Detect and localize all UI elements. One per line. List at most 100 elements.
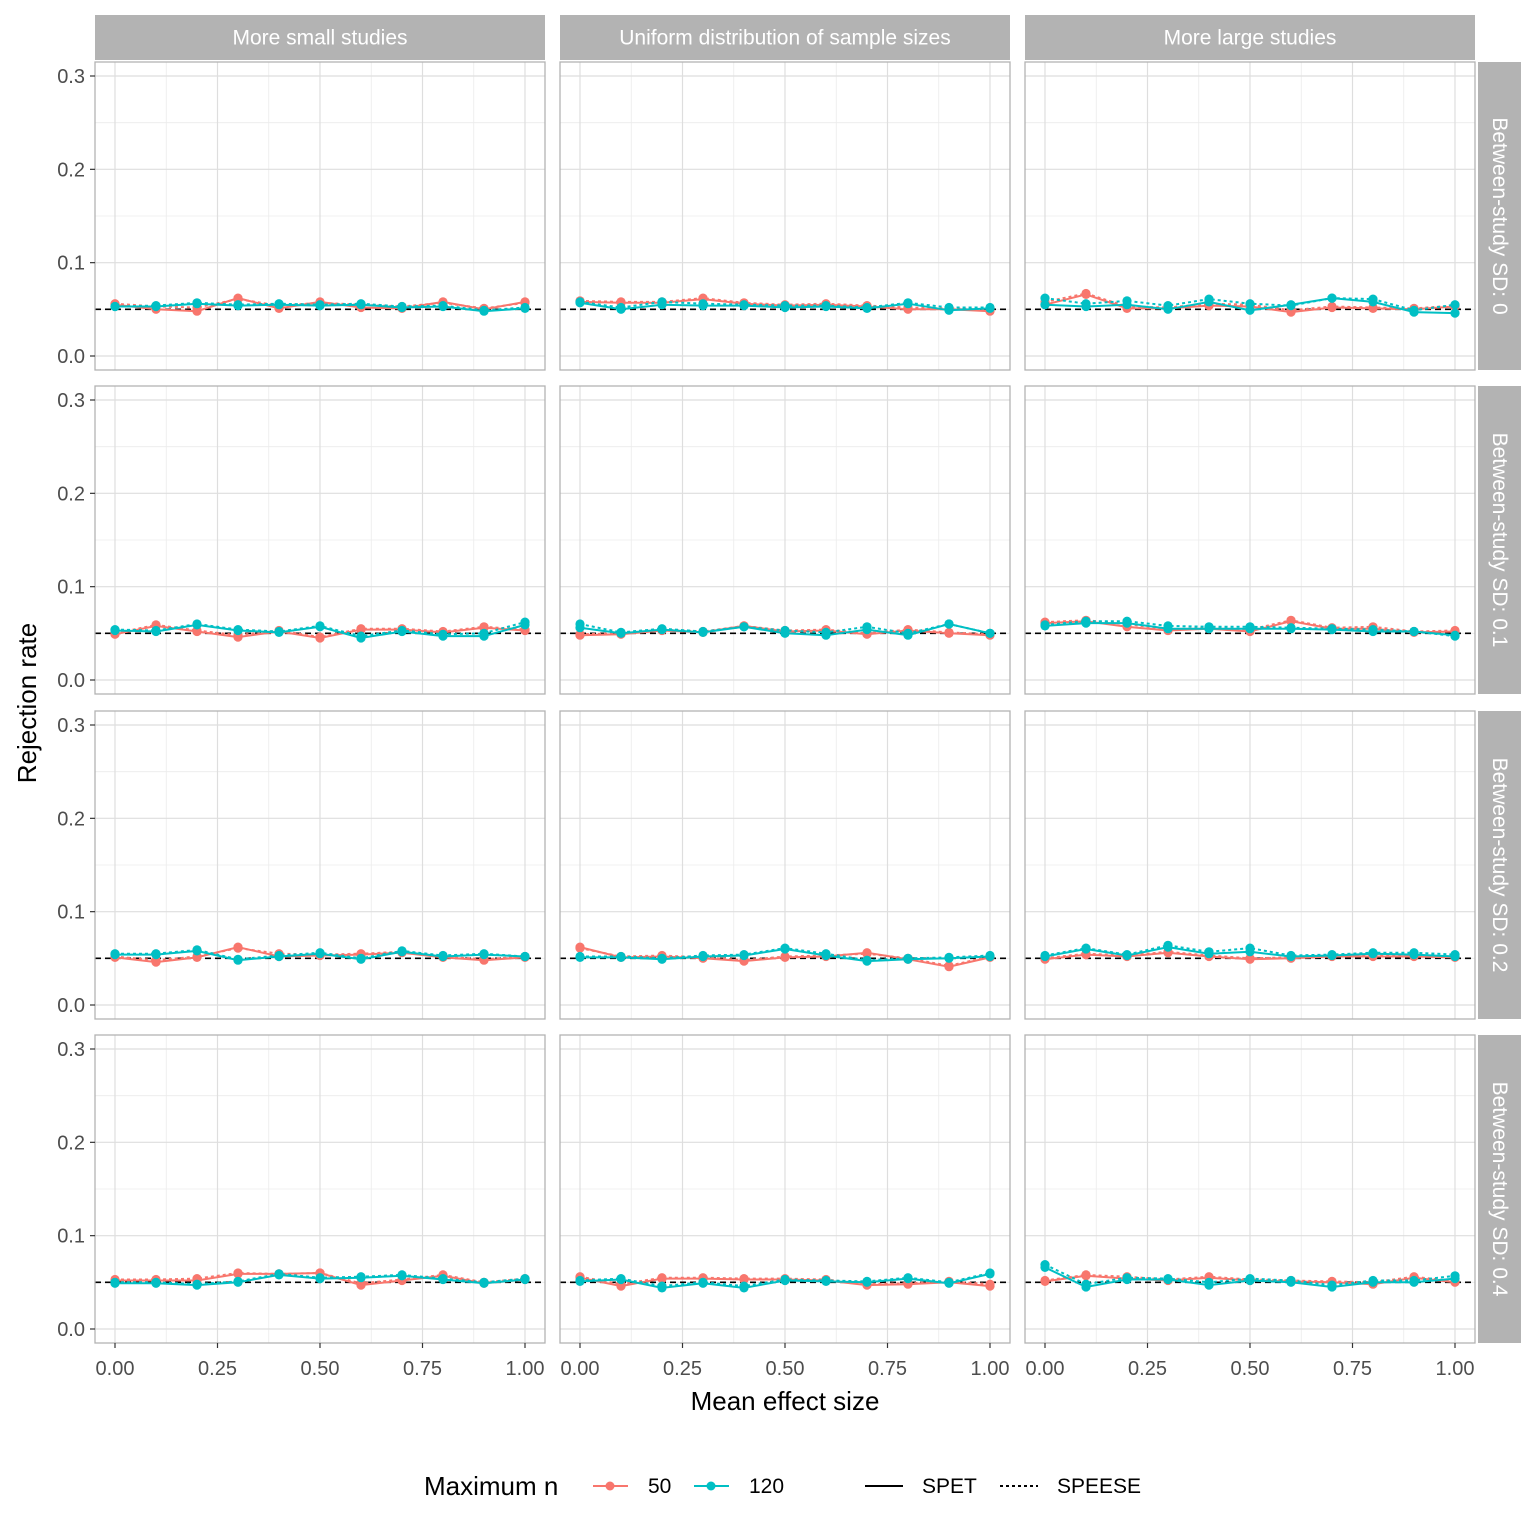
data-point-n50-speese bbox=[1327, 301, 1337, 312]
data-point-n120-speese bbox=[616, 951, 626, 962]
data-point-n120-speese bbox=[1245, 1274, 1255, 1284]
data-point-n120-speese bbox=[520, 617, 530, 627]
data-point-n120-speese bbox=[1040, 1260, 1050, 1270]
data-point-n120-speese bbox=[780, 301, 790, 311]
data-point-n120-speese bbox=[1040, 620, 1050, 630]
data-point-n120-speese bbox=[985, 1268, 995, 1278]
legend-label-speese: SPEESE bbox=[1057, 1475, 1141, 1498]
data-point-n120-speese bbox=[1204, 947, 1214, 957]
data-point-n120-speese bbox=[616, 302, 626, 313]
x-tick-label: 0.25 bbox=[1128, 1358, 1167, 1380]
data-point-n120-speese bbox=[1245, 299, 1255, 309]
data-point-n120-speese bbox=[397, 1270, 407, 1280]
facet-strips: More small studies Uniform distribution o… bbox=[95, 15, 1521, 1343]
x-tick-label: 0.00 bbox=[96, 1358, 135, 1380]
data-point-n120-speese bbox=[397, 625, 407, 636]
data-point-n120-speese bbox=[985, 950, 995, 961]
col-strip-bg bbox=[560, 15, 1010, 60]
data-point-n120-speese bbox=[356, 1272, 366, 1282]
legend-title: Maximum n bbox=[424, 1471, 558, 1501]
data-point-n120-speese bbox=[657, 1281, 667, 1291]
x-tick-label: 0.50 bbox=[1231, 1358, 1270, 1380]
data-point-n120-speese bbox=[821, 949, 831, 959]
x-tick-label: 0.00 bbox=[561, 1358, 600, 1380]
row-strip-bg bbox=[1478, 1035, 1521, 1343]
data-point-n120-speese bbox=[397, 946, 407, 956]
x-tick-label: 0.25 bbox=[663, 1358, 702, 1380]
col-strip-label: Uniform distribution of sample sizes bbox=[619, 27, 950, 50]
data-point-n120-speese bbox=[1368, 1275, 1378, 1286]
data-point-n50-speese bbox=[985, 1279, 995, 1289]
data-point-n120-speese bbox=[575, 1275, 585, 1286]
data-point-n50-speese bbox=[315, 632, 325, 642]
data-point-n120-speese bbox=[233, 954, 243, 964]
panels bbox=[94, 61, 1476, 1344]
panel-border bbox=[94, 710, 546, 1020]
legend-label-120: 120 bbox=[749, 1475, 784, 1498]
data-point-n120-speese bbox=[1081, 299, 1091, 309]
data-point-n120-speese bbox=[1081, 616, 1091, 626]
data-point-n120-speese bbox=[780, 1274, 790, 1285]
data-point-n120-speese bbox=[1286, 623, 1296, 633]
data-point-n120-speese bbox=[1368, 294, 1378, 304]
data-point-n120-speese bbox=[1409, 948, 1419, 958]
data-point-n120-speese bbox=[903, 298, 913, 308]
data-point-n120-speese bbox=[1204, 294, 1214, 304]
data-point-n120-speese bbox=[862, 622, 872, 632]
data-point-n120-speese bbox=[616, 1274, 626, 1284]
data-point-n120-speese bbox=[274, 1269, 284, 1279]
y-tick-label: 0.3 bbox=[57, 66, 85, 88]
data-point-n50-speese bbox=[356, 624, 366, 634]
data-point-n120-speese bbox=[698, 1277, 708, 1287]
data-point-n120-speese bbox=[1286, 301, 1296, 311]
data-point-n50-speese bbox=[1081, 288, 1091, 299]
data-point-n120-speese bbox=[821, 301, 831, 311]
legend: Maximum n 50 120 SPET SPEESE bbox=[424, 1471, 1141, 1501]
data-point-n120-speese bbox=[657, 297, 667, 307]
data-point-n120-speese bbox=[575, 951, 585, 962]
data-point-n120-speese bbox=[1409, 1275, 1419, 1286]
col-strip-label: More small studies bbox=[232, 27, 407, 50]
y-tick-label: 0.3 bbox=[57, 390, 85, 412]
data-point-n120-speese bbox=[233, 625, 243, 635]
y-tick-label: 0.1 bbox=[57, 902, 85, 924]
row-strip-bg bbox=[1478, 711, 1521, 1019]
col-strip-bg bbox=[95, 15, 545, 60]
y-tick-label: 0.2 bbox=[57, 1132, 85, 1154]
data-point-n120-speese bbox=[985, 302, 995, 313]
data-point-n50-speese bbox=[575, 629, 585, 639]
data-point-n120-speese bbox=[1450, 631, 1460, 641]
data-point-n120-spet bbox=[1040, 300, 1050, 310]
data-point-n120-speese bbox=[315, 300, 325, 310]
data-point-n120-speese bbox=[151, 625, 161, 636]
data-point-n120-speese bbox=[1122, 296, 1132, 306]
data-point-n120-speese bbox=[438, 629, 448, 639]
data-point-n50-speese bbox=[739, 1274, 749, 1284]
y-tick-label: 0.1 bbox=[57, 1226, 85, 1248]
x-axis-title: Mean effect size bbox=[691, 1386, 880, 1416]
data-point-n120-speese bbox=[739, 300, 749, 310]
x-tick-label: 1.00 bbox=[506, 1358, 545, 1380]
data-point-n120-speese bbox=[903, 953, 913, 963]
data-point-n120-speese bbox=[479, 1277, 489, 1287]
data-point-n120-speese bbox=[862, 955, 872, 965]
panel-r3-c1 bbox=[559, 1034, 1011, 1344]
data-point-n120-speese bbox=[356, 299, 366, 309]
y-tick-label: 0.0 bbox=[57, 670, 85, 692]
data-point-n50-speese bbox=[233, 943, 243, 953]
data-point-n120-speese bbox=[1368, 625, 1378, 635]
data-point-n120-speese bbox=[233, 300, 243, 310]
data-point-n120-speese bbox=[1040, 293, 1050, 303]
x-tick-label: 0.50 bbox=[766, 1358, 805, 1380]
data-point-n120-speese bbox=[575, 297, 585, 307]
data-point-n120-speese bbox=[110, 949, 120, 959]
row-strip-label: Between-study SD: 0.4 bbox=[1488, 1082, 1511, 1297]
data-point-n50-speese bbox=[575, 943, 585, 953]
data-point-n50-speese bbox=[862, 949, 872, 959]
row-strip-bg bbox=[1478, 386, 1521, 694]
data-point-n120-speese bbox=[274, 950, 284, 961]
data-point-n50-speese bbox=[233, 1268, 243, 1278]
data-point-n120-speese bbox=[1163, 621, 1173, 631]
panel-border bbox=[559, 61, 1011, 371]
